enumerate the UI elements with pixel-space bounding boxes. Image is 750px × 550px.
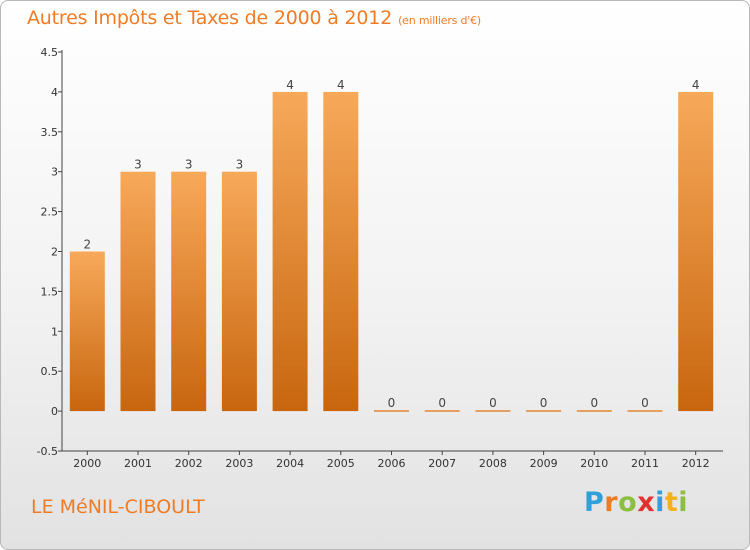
y-tick-label-2.5: 2.5 (41, 206, 59, 219)
data-label-2002: 3 (185, 158, 193, 172)
bars-group (69, 91, 714, 412)
x-tick-label-2001: 2001 (124, 457, 152, 470)
bar-2002 (171, 171, 207, 412)
y-tick-label-3.5: 3.5 (41, 126, 59, 139)
y-tick-label-1: 1 (51, 325, 58, 338)
data-label-2009: 0 (540, 396, 548, 410)
data-label-2010: 0 (590, 396, 598, 410)
bar-2009 (526, 410, 562, 412)
data-label-2012: 4 (692, 78, 700, 92)
logo-letter: x (637, 487, 656, 518)
data-label-2006: 0 (388, 396, 396, 410)
bar-2007 (424, 410, 460, 412)
bar-2010 (576, 410, 612, 412)
bar-2011 (627, 410, 663, 412)
x-tick-label-2012: 2012 (682, 457, 710, 470)
logo-letter: P (584, 487, 605, 518)
y-tick-label--0.5: -0.5 (37, 445, 58, 458)
x-tick-label-2002: 2002 (175, 457, 203, 470)
data-label-2003: 3 (236, 158, 244, 172)
data-label-2004: 4 (286, 78, 294, 92)
x-tick-label-2004: 2004 (276, 457, 304, 470)
data-labels-group: 2 3 3 3 4 4 0 0 0 0 0 0 4 (83, 78, 699, 410)
y-tick-label-1.5: 1.5 (41, 285, 59, 298)
x-tick-label-2003: 2003 (225, 457, 253, 470)
axes-group: 2000 2001 2002 2003 2004 2005 2006 2007 2008 2009… (37, 46, 723, 470)
chart-subtitle: (en milliers d'€) (398, 14, 481, 27)
y-tick-label-4: 4 (51, 86, 58, 99)
data-label-2008: 0 (489, 396, 497, 410)
bar-2000 (69, 251, 105, 412)
logo-letter: t (664, 487, 679, 518)
chart-title-text: Autres Impôts et Taxes de 2000 à 2012 (27, 7, 393, 29)
bar-2003 (221, 171, 257, 412)
commune-name: LE MéNIL-CIBOULT (31, 496, 205, 518)
bar-2008 (475, 410, 511, 412)
logo-letter: o (618, 487, 638, 518)
x-tick-label-2005: 2005 (327, 457, 355, 470)
y-tick-label-2: 2 (51, 246, 58, 259)
x-tick-label-2000: 2000 (73, 457, 101, 470)
logo-letter: r (604, 487, 619, 518)
bar-2004 (272, 91, 308, 412)
bar-2001 (120, 171, 156, 412)
x-tick-label-2009: 2009 (530, 457, 558, 470)
data-label-2007: 0 (438, 396, 446, 410)
bar-2006 (374, 410, 409, 412)
data-label-2005: 4 (337, 78, 345, 92)
proxiti-logo: Proxiti (584, 487, 688, 518)
data-label-2011: 0 (641, 396, 649, 410)
x-tick-label-2008: 2008 (479, 457, 507, 470)
y-tick-label-3: 3 (51, 166, 58, 179)
x-tick-label-2007: 2007 (428, 457, 456, 470)
x-tick-label-2010: 2010 (580, 457, 608, 470)
logo-letter: i (655, 487, 665, 518)
bar-2012 (678, 91, 714, 412)
x-tick-label-2006: 2006 (378, 457, 406, 470)
logo-letter: i (678, 487, 689, 518)
data-label-2001: 3 (134, 158, 142, 172)
chart-title: Autres Impôts et Taxes de 2000 à 2012 (en… (27, 7, 481, 29)
y-tick-label-0.5: 0.5 (41, 365, 59, 378)
y-tick-label-4.5: 4.5 (41, 46, 59, 59)
x-tick-label-2011: 2011 (631, 457, 659, 470)
data-label-2000: 2 (83, 238, 91, 252)
bar-2005 (323, 91, 359, 412)
y-tick-label-0: 0 (51, 405, 58, 418)
